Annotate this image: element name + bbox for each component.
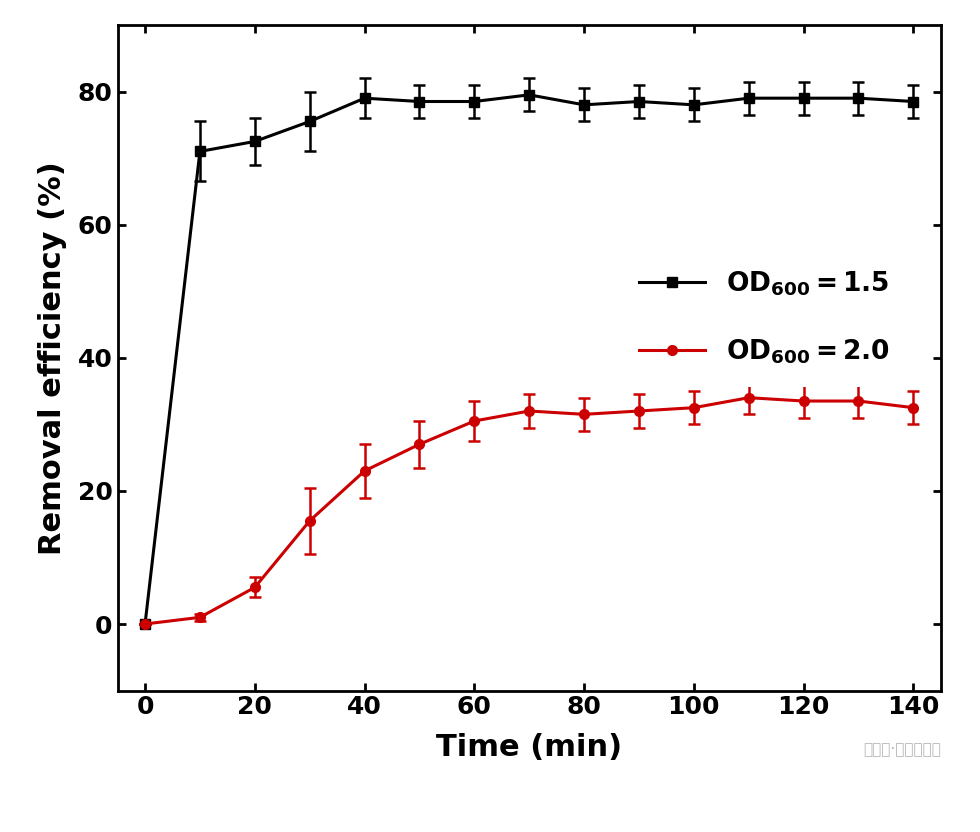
Y-axis label: Removal efficiency (%): Removal efficiency (%) bbox=[38, 161, 67, 555]
Legend: $\mathbf{OD_{600}}$$\mathbf{=1.5}$, $\mathbf{OD_{600}}$$\mathbf{=2.0}$: $\mathbf{OD_{600}}$$\mathbf{=1.5}$, $\ma… bbox=[618, 249, 911, 387]
Text: 公众号·石墨烯研究: 公众号·石墨烯研究 bbox=[863, 742, 941, 757]
X-axis label: Time (min): Time (min) bbox=[436, 733, 622, 762]
